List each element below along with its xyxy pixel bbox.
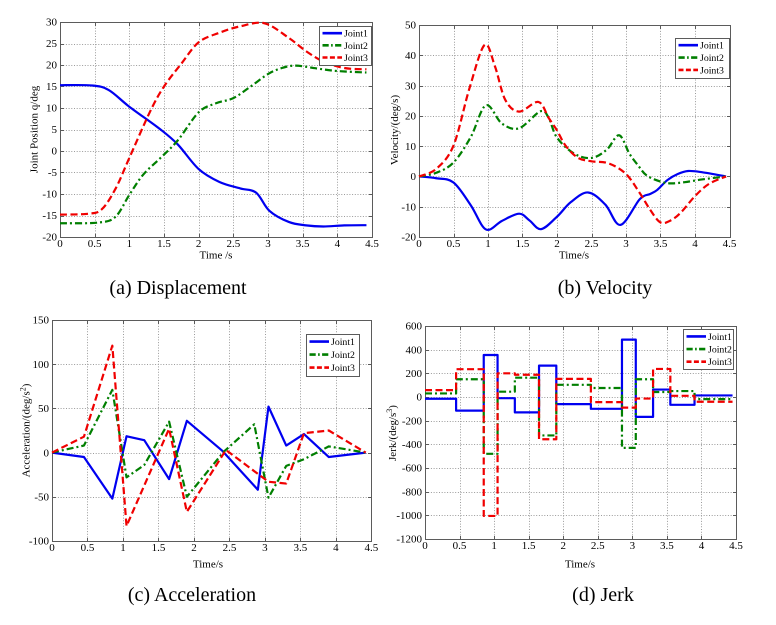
svg-text:1.5: 1.5 xyxy=(516,238,530,250)
svg-text:5: 5 xyxy=(52,124,58,136)
svg-text:50: 50 xyxy=(405,20,417,32)
svg-text:Velocity/(deg/s): Velocity/(deg/s) xyxy=(389,95,401,166)
svg-text:50: 50 xyxy=(38,403,50,415)
svg-text:0: 0 xyxy=(422,540,428,552)
svg-text:2: 2 xyxy=(560,540,566,552)
svg-text:0: 0 xyxy=(57,238,63,250)
svg-text:1.5: 1.5 xyxy=(522,540,536,552)
svg-text:Time/s: Time/s xyxy=(193,559,223,571)
svg-text:30: 30 xyxy=(46,17,58,29)
svg-text:Time /s: Time /s xyxy=(200,250,233,262)
svg-text:-50: -50 xyxy=(34,492,49,504)
svg-text:Joint1: Joint1 xyxy=(331,337,355,348)
svg-text:0.5: 0.5 xyxy=(88,238,102,250)
svg-text:Time/s: Time/s xyxy=(565,559,595,571)
svg-text:4: 4 xyxy=(692,238,698,250)
svg-text:1.5: 1.5 xyxy=(157,238,171,250)
svg-text:Joint3: Joint3 xyxy=(344,53,368,64)
svg-text:Joint1: Joint1 xyxy=(344,29,368,40)
svg-text:-20: -20 xyxy=(42,232,57,244)
svg-text:0: 0 xyxy=(416,238,422,250)
svg-text:10: 10 xyxy=(405,141,417,153)
svg-text:-10: -10 xyxy=(42,189,57,201)
svg-text:3.5: 3.5 xyxy=(296,238,310,250)
svg-text:-100: -100 xyxy=(29,536,50,548)
svg-text:Joint3: Joint3 xyxy=(708,357,732,368)
svg-text:100: 100 xyxy=(33,359,50,371)
svg-text:3.5: 3.5 xyxy=(660,540,674,552)
svg-text:1: 1 xyxy=(485,238,491,250)
svg-text:0.5: 0.5 xyxy=(447,238,461,250)
svg-text:4.5: 4.5 xyxy=(365,238,379,250)
svg-text:1.5: 1.5 xyxy=(152,542,166,554)
svg-text:Joint Position q/deg: Joint Position q/deg xyxy=(29,85,41,173)
svg-text:3.5: 3.5 xyxy=(654,238,668,250)
svg-text:-5: -5 xyxy=(48,167,58,179)
svg-text:Joint2: Joint2 xyxy=(708,345,732,356)
svg-text:Acceleration/(deg/s2): Acceleration/(deg/s2) xyxy=(19,383,33,477)
svg-text:Joint2: Joint2 xyxy=(344,41,368,52)
svg-text:Time/s: Time/s xyxy=(559,250,589,262)
svg-text:2.5: 2.5 xyxy=(226,238,240,250)
svg-text:-1200: -1200 xyxy=(396,534,422,546)
svg-text:Joint2: Joint2 xyxy=(700,53,724,64)
svg-text:3: 3 xyxy=(630,540,636,552)
svg-text:20: 20 xyxy=(46,60,58,72)
svg-text:-1000: -1000 xyxy=(396,510,422,522)
svg-text:30: 30 xyxy=(405,80,417,92)
svg-text:Joint2: Joint2 xyxy=(331,350,355,361)
svg-text:4.5: 4.5 xyxy=(365,542,379,554)
svg-text:2: 2 xyxy=(191,542,197,554)
svg-text:0: 0 xyxy=(44,447,50,459)
svg-text:-10: -10 xyxy=(401,201,416,213)
svg-text:2.5: 2.5 xyxy=(223,542,237,554)
svg-text:1: 1 xyxy=(120,542,126,554)
svg-text:15: 15 xyxy=(46,81,58,93)
svg-text:3.5: 3.5 xyxy=(294,542,308,554)
svg-text:25: 25 xyxy=(46,38,58,50)
svg-text:0.5: 0.5 xyxy=(453,540,467,552)
svg-text:Joint3: Joint3 xyxy=(331,363,355,374)
svg-text:Joint1: Joint1 xyxy=(708,332,732,343)
svg-text:20: 20 xyxy=(405,111,417,123)
svg-text:4: 4 xyxy=(333,542,339,554)
svg-text:0: 0 xyxy=(417,392,423,404)
svg-text:1: 1 xyxy=(127,238,133,250)
svg-text:4.5: 4.5 xyxy=(723,238,737,250)
svg-text:2.5: 2.5 xyxy=(585,238,599,250)
svg-text:-15: -15 xyxy=(42,210,57,222)
svg-text:4.5: 4.5 xyxy=(729,540,743,552)
svg-text:3: 3 xyxy=(265,238,271,250)
svg-text:150: 150 xyxy=(33,315,50,327)
svg-text:0.5: 0.5 xyxy=(81,542,95,554)
svg-text:0: 0 xyxy=(49,542,55,554)
svg-text:-600: -600 xyxy=(402,463,423,475)
svg-text:(d) Jerk: (d) Jerk xyxy=(572,584,634,606)
svg-text:200: 200 xyxy=(406,368,423,380)
svg-text:(b) Velocity: (b) Velocity xyxy=(558,277,653,299)
svg-text:1: 1 xyxy=(491,540,497,552)
svg-text:Jerk/(deg/s3): Jerk/(deg/s3) xyxy=(385,405,399,461)
svg-text:0: 0 xyxy=(411,171,417,183)
svg-text:4: 4 xyxy=(335,238,341,250)
svg-text:3: 3 xyxy=(262,542,268,554)
svg-text:-400: -400 xyxy=(402,439,423,451)
svg-text:-20: -20 xyxy=(401,232,416,244)
svg-text:400: 400 xyxy=(406,344,423,356)
svg-text:2.5: 2.5 xyxy=(591,540,605,552)
svg-text:Joint1: Joint1 xyxy=(700,41,724,52)
svg-text:-800: -800 xyxy=(402,486,423,498)
svg-text:(a) Displacement: (a) Displacement xyxy=(109,277,247,299)
svg-text:2: 2 xyxy=(196,238,202,250)
svg-text:(c) Acceleration: (c) Acceleration xyxy=(128,584,256,606)
svg-text:0: 0 xyxy=(52,146,58,158)
svg-text:3: 3 xyxy=(623,238,629,250)
svg-text:600: 600 xyxy=(406,321,423,333)
svg-text:2: 2 xyxy=(554,238,560,250)
svg-text:10: 10 xyxy=(46,103,58,115)
svg-text:Joint3: Joint3 xyxy=(700,65,724,76)
svg-text:-200: -200 xyxy=(402,415,423,427)
svg-text:4: 4 xyxy=(699,540,705,552)
svg-text:40: 40 xyxy=(405,50,417,62)
